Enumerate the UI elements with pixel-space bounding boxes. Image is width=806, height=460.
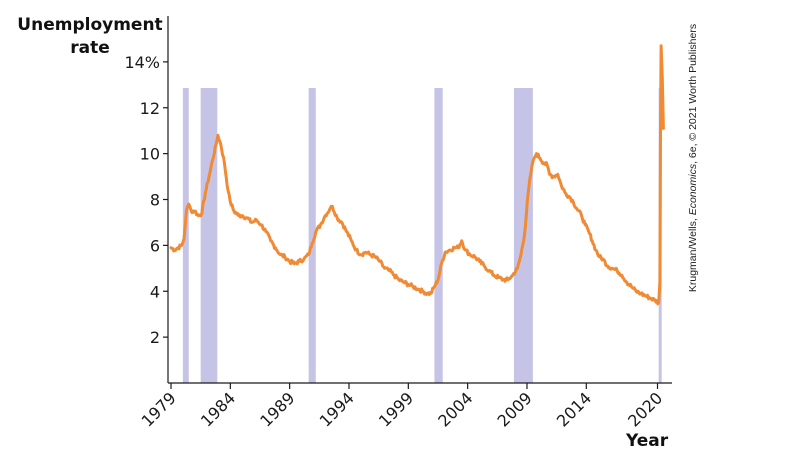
y-tick-label: 12: [140, 99, 160, 118]
credit-italic: Economics: [687, 163, 699, 215]
x-tick-label: 2004: [434, 388, 476, 430]
recession-band-2: [200, 88, 218, 383]
x-tick-label: 2014: [553, 388, 595, 430]
y-axis-title: Unemployment rate: [10, 14, 170, 60]
x-tick-label: 1994: [316, 388, 358, 430]
x-tick-label: 1999: [375, 388, 417, 430]
series: [169, 44, 665, 306]
x-ticks: 1979 1984 1989 1994 1999 2004 2009 2014 2020: [138, 383, 666, 431]
y-tick-label: 4: [150, 282, 160, 301]
x-tick-label: 2009: [494, 388, 536, 430]
x-tick-label: 1989: [256, 388, 298, 430]
axes: [167, 16, 672, 384]
series-line-1: [169, 44, 665, 306]
credit-suffix: , 6e, © 2021 Worth Publishers: [687, 23, 699, 164]
credit-prefix: Krugman/Wells,: [687, 214, 699, 292]
y-ticks: 2 4 6 8 10 12 14%: [124, 53, 168, 347]
y-tick-label: 10: [140, 145, 160, 164]
x-axis-title: Year: [626, 431, 669, 451]
y-tick-label: 14%: [124, 53, 160, 72]
x-tick-label: 1984: [197, 388, 239, 430]
y-axis-title-line-1: Unemployment: [17, 15, 163, 35]
x-tick-label: 1979: [138, 388, 180, 430]
credit-line: Krugman/Wells, Economics, 6e, © 2021 Wor…: [682, 20, 704, 295]
recession-band-3: [308, 88, 316, 383]
y-tick-label: 6: [150, 236, 160, 255]
y-tick-label: 2: [150, 328, 160, 347]
x-tick-label: 2020: [624, 388, 666, 430]
y-axis-title-line-2: rate: [70, 38, 110, 58]
recession-band-4: [434, 88, 443, 383]
credit-text: Krugman/Wells, Economics, 6e, © 2021 Wor…: [687, 23, 699, 291]
y-tick-label: 8: [150, 191, 160, 210]
